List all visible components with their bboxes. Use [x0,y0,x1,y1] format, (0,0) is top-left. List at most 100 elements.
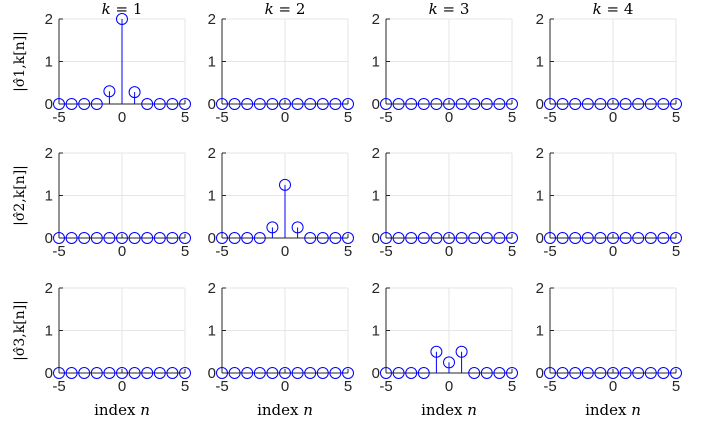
x-axis-label: index n [94,401,150,419]
stem-marker [556,367,569,379]
stem-marker [443,232,455,244]
x-tick-label: -5 [543,378,556,395]
stem-marker [417,232,430,244]
x-tick-label: 0 [118,109,126,126]
stem-marker [78,367,91,379]
y-tick-label: 0 [372,96,380,113]
stem-marker [53,98,65,110]
stem-marker [166,232,179,244]
stem-marker [644,232,657,244]
y-tick-label: 2 [536,11,544,28]
stem-marker [153,232,166,244]
stem-marker [103,232,116,244]
y-tick-label: 2 [208,280,216,297]
stem-marker [594,98,607,110]
x-tick-label: 5 [672,378,680,395]
stem-marker [392,367,405,379]
y-tick-label: 1 [45,323,53,340]
y-tick-label: 0 [208,96,216,113]
stem-marker [216,98,228,110]
stem-marker [329,232,342,244]
stem-marker [556,98,569,110]
y-tick-label: 1 [372,323,380,340]
stem-marker [632,98,645,110]
y-tick-label: 0 [536,96,544,113]
stem-marker [266,221,279,234]
stem-marker [392,232,405,244]
stem-marker [594,367,607,379]
y-tick-label: 1 [45,54,53,71]
stem-marker [632,367,645,379]
stem-marker [291,98,304,110]
y-tick-label: 1 [536,54,544,71]
stem-marker [506,367,518,379]
stem-marker [78,98,91,110]
stem-marker [468,98,481,110]
column-title: k = 1 [102,0,143,18]
x-tick-label: 5 [181,378,189,395]
stem-marker [380,232,392,244]
x-axis-label: index n [585,401,641,419]
stem-marker [279,178,291,191]
stem-marker [116,367,128,379]
x-tick-label: -5 [543,243,556,260]
x-tick-label: -5 [215,243,228,260]
stem-marker [316,232,329,244]
stem-marker [619,98,632,110]
stem-marker [279,367,291,379]
stem-marker [116,13,128,25]
y-tick-label: 1 [536,323,544,340]
x-tick-label: 5 [508,378,516,395]
stem-marker [53,367,65,379]
stem-marker [304,367,317,379]
stem-marker [179,232,191,244]
stem-marker [291,221,304,234]
stem-marker [53,232,65,244]
stem-marker [468,367,481,379]
y-tick-label: 1 [208,54,216,71]
stem-marker [116,232,128,244]
stem-marker [266,367,279,379]
stem-marker [253,232,266,244]
stem-marker [316,367,329,379]
stem-marker [569,367,582,379]
x-tick-label: -5 [52,243,65,260]
stem-marker [405,232,418,244]
y-tick-label: 0 [45,230,53,247]
x-tick-label: 0 [445,378,453,395]
stem-marker [380,367,392,379]
stem-marker [304,232,317,244]
stem-marker [65,98,78,110]
stem-marker [657,232,670,244]
stem-marker [103,85,116,98]
stem-marker [670,98,682,110]
stem-marker [544,232,556,244]
stem-marker [128,367,141,379]
stem-marker [644,367,657,379]
stem-marker [619,232,632,244]
stem-marker [342,232,354,244]
stem-marker [443,356,455,369]
row-y-label: |σ̂3,k[n]| [12,300,28,361]
y-tick-label: 1 [372,54,380,71]
y-tick-label: 2 [372,145,380,162]
stem-marker [179,367,191,379]
stem-marker [480,232,493,244]
stem-marker [594,232,607,244]
y-tick-label: 1 [208,323,216,340]
stem-marker [506,232,518,244]
stem-marker [329,367,342,379]
x-tick-label: 5 [181,109,189,126]
stem-marker [166,98,179,110]
stem-marker [607,367,619,379]
stem-marker [506,98,518,110]
x-tick-label: 0 [281,109,289,126]
x-tick-label: -5 [52,378,65,395]
stem-marker [241,367,254,379]
x-axis-label: index n [257,401,313,419]
x-tick-label: 0 [118,243,126,260]
stem-marker [569,232,582,244]
